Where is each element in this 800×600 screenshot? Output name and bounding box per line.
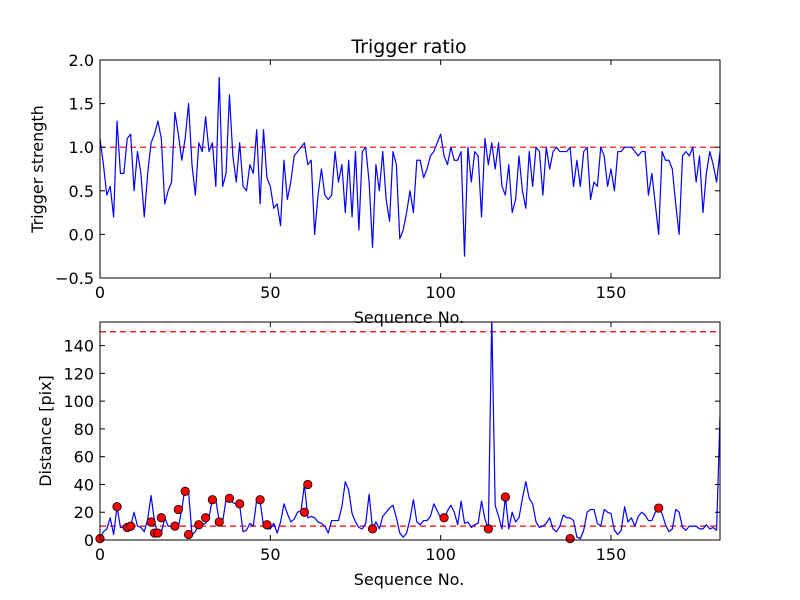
data-marker	[126, 521, 136, 531]
plot-area	[95, 322, 720, 544]
y-tick-label: 20	[74, 503, 94, 522]
plot-frame	[99, 59, 721, 279]
y-tick-label: 40	[74, 475, 94, 494]
series-line	[100, 322, 720, 540]
data-marker	[153, 528, 163, 538]
data-marker	[299, 507, 309, 517]
y-tick-label: −0.5	[55, 269, 94, 288]
data-marker	[180, 486, 190, 497]
x-axis-label: Sequence No.	[354, 308, 465, 327]
data-marker	[156, 513, 166, 523]
data-marker	[235, 499, 245, 509]
data-marker	[483, 524, 493, 534]
chart-title: Trigger ratio	[350, 36, 466, 58]
data-marker	[207, 495, 218, 505]
axis-ticks: 0 50 100 150 −0.5 0.0 0.5 1.0 1.5 2.0	[55, 51, 720, 302]
x-tick-label: 50	[260, 283, 280, 302]
data-marker	[170, 521, 180, 531]
data-marker	[183, 529, 194, 540]
y-tick-label: 80	[74, 420, 94, 439]
distance-chart: Sequence No. Distance [pix] 0 50 100 150 0 20…	[36, 321, 721, 589]
x-axis-label: Sequence No.	[354, 570, 465, 589]
x-tick-label: 150	[596, 283, 627, 302]
data-marker	[654, 503, 664, 513]
data-marker	[146, 517, 156, 527]
data-marker	[262, 520, 272, 530]
y-tick-label: 0	[84, 531, 94, 550]
trigger-ratio-chart: Trigger ratio Sequence No. Trigger stren…	[28, 36, 721, 327]
data-marker	[173, 504, 183, 515]
plot-frame	[99, 321, 721, 541]
data-marker	[194, 520, 204, 530]
x-tick-label: 50	[260, 545, 280, 564]
y-tick-label: 1.5	[69, 95, 94, 114]
y-tick-label: 120	[63, 364, 94, 383]
x-tick-label: 0	[95, 283, 105, 302]
y-tick-label: 2.0	[69, 51, 94, 70]
y-tick-label: 1.0	[69, 138, 94, 157]
data-marker	[439, 513, 449, 523]
data-marker	[214, 517, 224, 527]
y-tick-label: 0.0	[69, 225, 94, 244]
data-marker	[255, 495, 265, 505]
data-marker	[112, 502, 122, 512]
x-tick-label: 100	[425, 283, 456, 302]
y-axis-label: Distance [pix]	[36, 375, 55, 487]
x-tick-label: 150	[596, 545, 627, 564]
data-marker	[303, 479, 313, 490]
plot-area	[100, 76, 720, 257]
axis-ticks: 0 50 100 150 0 20 40 60 80 100 120 140	[63, 322, 720, 564]
data-marker	[367, 524, 378, 534]
y-axis-label: Trigger strength	[28, 105, 47, 234]
data-marker	[500, 492, 510, 502]
series-line	[100, 76, 720, 257]
x-tick-label: 0	[95, 545, 105, 564]
y-tick-label: 0.5	[69, 182, 94, 201]
y-tick-label: 100	[63, 392, 94, 411]
y-tick-label: 140	[63, 337, 94, 356]
data-marker	[565, 534, 575, 544]
x-tick-label: 100	[425, 545, 456, 564]
data-marker	[201, 513, 211, 523]
y-tick-label: 60	[74, 448, 94, 467]
data-marker	[224, 493, 235, 503]
